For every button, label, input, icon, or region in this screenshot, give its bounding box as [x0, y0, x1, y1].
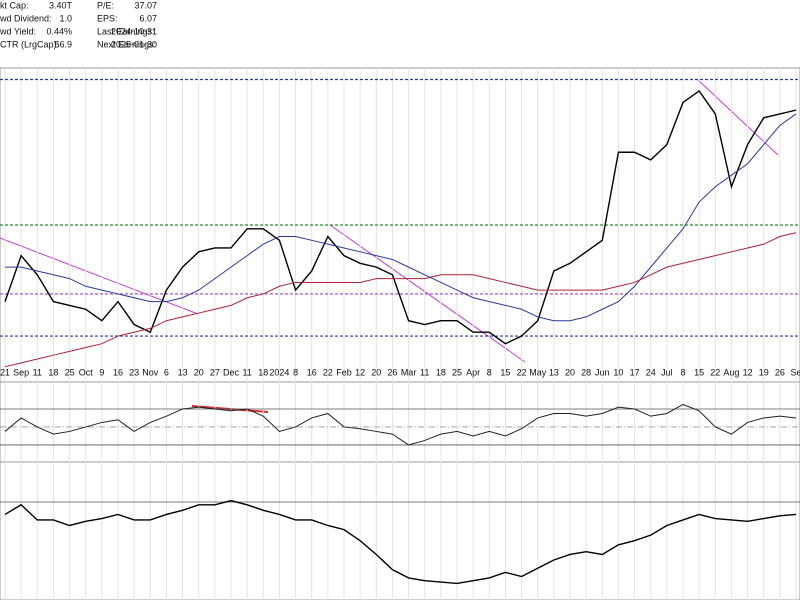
- header: kt Cap: 3.40T wd Dividend: 1.0 wd Yield: 0.44…: [0, 0, 157, 49]
- stat-value: 37.07: [134, 0, 157, 10]
- trendline: [697, 79, 779, 156]
- x-tick-label: Se: [790, 367, 800, 377]
- x-tick-label: Mar: [401, 367, 417, 377]
- lower-panel: [0, 461, 800, 601]
- x-tick-label: 8: [487, 367, 492, 377]
- x-tick-label: Dec: [223, 367, 240, 377]
- x-tick-label: 12: [355, 367, 365, 377]
- x-tick-label: 10: [613, 367, 623, 377]
- stat-value: 2025-01-30: [111, 39, 157, 49]
- stat-label: kt Cap:: [0, 0, 29, 10]
- x-tick-label: 16: [307, 367, 317, 377]
- stat-label: wd Dividend:: [0, 13, 52, 23]
- stat-value: 2024-10-31: [111, 26, 157, 36]
- stat-label: Next Earnings:: [97, 39, 156, 49]
- series-line: [4, 499, 797, 585]
- series-line: [4, 232, 797, 368]
- x-tick-label: 11: [420, 367, 429, 377]
- x-tick-label: May: [529, 367, 547, 377]
- x-tick-label: 15: [500, 367, 510, 377]
- x-tick-label: 15: [694, 367, 704, 377]
- x-tick-label: 22: [710, 367, 720, 377]
- x-tick-label: Jun: [595, 367, 610, 377]
- stat-value: 0.44%: [46, 26, 72, 36]
- stat-label: P/E:: [97, 0, 114, 10]
- x-tick-label: 26: [775, 367, 785, 377]
- stat-label: CTR (LrgCap):: [0, 39, 59, 49]
- x-tick-label: 9: [99, 367, 104, 377]
- x-tick-label: Aug: [723, 367, 739, 377]
- x-tick-label: 18: [48, 367, 58, 377]
- series-line: [4, 403, 797, 446]
- x-tick-label: 27: [210, 367, 220, 377]
- x-tick-label: 2024: [269, 367, 289, 377]
- x-tick-label: 23: [129, 367, 139, 377]
- stat-label: Last Earnings:: [97, 26, 155, 36]
- x-tick-label: Feb: [336, 367, 352, 377]
- stat-label: EPS:: [97, 13, 118, 23]
- series-line: [5, 113, 797, 322]
- stat-value: 3.40T: [49, 0, 73, 10]
- x-tick-label: 11: [242, 367, 251, 377]
- x-tick-label: Oct: [79, 367, 94, 377]
- x-tick-label: 20: [194, 367, 204, 377]
- x-tick-label: 17: [630, 367, 640, 377]
- x-tick-label: 11: [33, 367, 42, 377]
- rsi-panel: [0, 381, 800, 463]
- stat-value: 56.9: [54, 39, 72, 49]
- stat-value: 6.07: [139, 13, 157, 23]
- x-tick-label: 18: [258, 367, 268, 377]
- x-tick-label: 22: [517, 367, 527, 377]
- series-line: [4, 89, 797, 345]
- x-tick-label: Apr: [466, 367, 480, 377]
- x-tick-label: 22: [323, 367, 333, 377]
- x-tick-label: 13: [178, 367, 188, 377]
- x-tick-label: Sep: [13, 367, 29, 377]
- x-tick-label: Nov: [142, 367, 159, 377]
- x-tick-label: 19: [759, 367, 769, 377]
- x-tick-label: Jul: [661, 367, 673, 377]
- x-tick-label: 25: [452, 367, 462, 377]
- x-tick-label: 28: [581, 367, 591, 377]
- x-tick-label: 20: [565, 367, 575, 377]
- marks: 21 Sep 11 18 25 Oct 9 16 23 Nov 6 13 20 27 Dec 11 18 2024…: [0, 68, 800, 600]
- x-tick-label: 24: [646, 367, 656, 377]
- x-tick-label: 13: [549, 367, 559, 377]
- x-tick-label: 21: [0, 367, 10, 377]
- x-tick-label: 20: [371, 367, 381, 377]
- x-tick-label: 25: [65, 367, 75, 377]
- x-tick-label: 6: [164, 367, 169, 377]
- x-tick-label: 8: [293, 367, 298, 377]
- x-tick-label: 18: [436, 367, 446, 377]
- x-tick-label: 26: [387, 367, 397, 377]
- x-tick-label: 8: [680, 367, 685, 377]
- stat-value: 1.0: [59, 13, 72, 23]
- x-tick-label: 12: [743, 367, 753, 377]
- x-tick-label: 16: [113, 367, 123, 377]
- stat-label: wd Yield:: [0, 26, 36, 36]
